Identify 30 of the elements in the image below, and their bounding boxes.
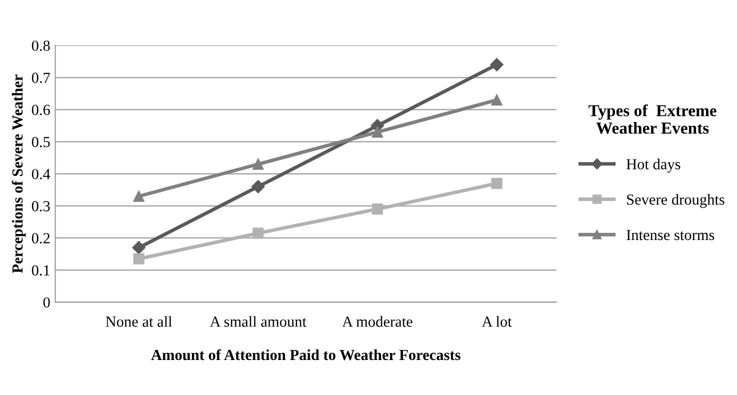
point	[372, 204, 384, 215]
x-tick-label: A small amount	[210, 316, 306, 327]
y-tick-label: 0.7	[32, 72, 50, 84]
point	[133, 190, 144, 202]
y-tick-label: 0.5	[32, 136, 50, 148]
y-tick-label: 0.8	[32, 40, 50, 51]
point	[132, 241, 146, 254]
legend-title: Types of Extreme Weather Events	[588, 104, 716, 134]
legend-label: Intense storms	[626, 230, 714, 240]
y-tick-label: 0.3	[32, 201, 50, 212]
x-tick-label: A moderate	[342, 316, 412, 327]
x-tick-label: A lot	[482, 316, 512, 327]
y-tick-label: 0.1	[32, 265, 50, 276]
point	[252, 158, 264, 170]
y-tick-label: 0.4	[32, 168, 50, 180]
x-tick-label: None at all	[106, 316, 172, 327]
point	[491, 94, 502, 106]
point	[252, 228, 264, 239]
legend-label: Hot days	[626, 158, 680, 173]
point	[252, 180, 265, 194]
point	[133, 253, 144, 264]
x-axis-title: Amount of Attention Paid to Weather Forecasts	[151, 349, 460, 360]
point	[491, 178, 502, 189]
point	[372, 126, 384, 138]
y-tick-label: 0	[43, 297, 50, 308]
point	[490, 58, 504, 72]
y-axis-title: Perceptions of Severe Weather	[12, 74, 26, 274]
y-tick-label: 0.2	[32, 233, 50, 244]
legend-label: Severe droughts	[627, 194, 724, 208]
y-tick-label: 0.6	[32, 104, 50, 116]
